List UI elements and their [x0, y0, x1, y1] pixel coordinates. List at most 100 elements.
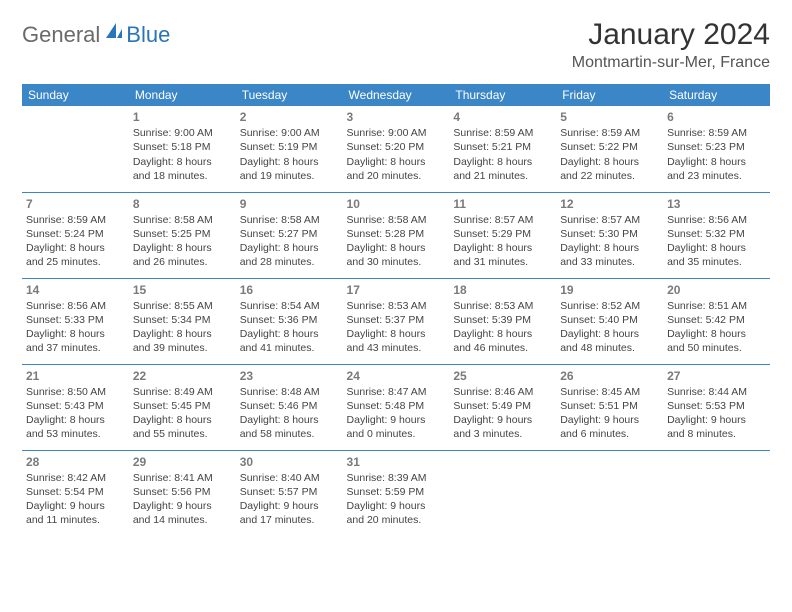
cell-text: Sunrise: 8:58 AM	[240, 213, 339, 227]
day-number: 15	[133, 282, 232, 298]
cell-text: Sunset: 5:23 PM	[667, 140, 766, 154]
cell-text: Sunset: 5:39 PM	[453, 313, 552, 327]
cell-text: Daylight: 8 hours	[560, 155, 659, 169]
cell-text: Sunrise: 9:00 AM	[240, 126, 339, 140]
day-number: 10	[347, 196, 446, 212]
calendar-body: 1 Sunrise: 9:00 AM Sunset: 5:18 PM Daylight…	[22, 106, 770, 536]
calendar-cell: 30Sunrise: 8:40 AMSunset: 5:57 PMDayligh…	[236, 450, 343, 536]
day-number: 13	[667, 196, 766, 212]
calendar-cell: 26Sunrise: 8:45 AMSunset: 5:51 PMDayligh…	[556, 364, 663, 450]
calendar-cell: 14Sunrise: 8:56 AMSunset: 5:33 PMDayligh…	[22, 278, 129, 364]
day-number: 12	[560, 196, 659, 212]
calendar-week-row: 28Sunrise: 8:42 AMSunset: 5:54 PMDayligh…	[22, 450, 770, 536]
cell-text: Sunrise: 8:47 AM	[347, 385, 446, 399]
page-title: January 2024	[572, 18, 770, 52]
cell-text: Sunset: 5:56 PM	[133, 485, 232, 499]
cell-text: Daylight: 9 hours	[667, 413, 766, 427]
day-number: 26	[560, 368, 659, 384]
cell-text: Daylight: 8 hours	[133, 413, 232, 427]
calendar-cell: 22Sunrise: 8:49 AMSunset: 5:45 PMDayligh…	[129, 364, 236, 450]
calendar-cell: 23Sunrise: 8:48 AMSunset: 5:46 PMDayligh…	[236, 364, 343, 450]
cell-text: and 3 minutes.	[453, 427, 552, 441]
cell-text: and 23 minutes.	[667, 169, 766, 183]
cell-text: Sunrise: 8:48 AM	[240, 385, 339, 399]
calendar-cell: 29Sunrise: 8:41 AMSunset: 5:56 PMDayligh…	[129, 450, 236, 536]
cell-text: Sunrise: 8:56 AM	[667, 213, 766, 227]
cell-text: Daylight: 8 hours	[26, 327, 125, 341]
calendar-cell: 24Sunrise: 8:47 AMSunset: 5:48 PMDayligh…	[343, 364, 450, 450]
cell-text: Sunset: 5:34 PM	[133, 313, 232, 327]
day-header: Tuesday	[236, 84, 343, 106]
day-header: Thursday	[449, 84, 556, 106]
cell-text: Sunrise: 8:57 AM	[453, 213, 552, 227]
cell-text: and 41 minutes.	[240, 341, 339, 355]
cell-text: Daylight: 8 hours	[133, 241, 232, 255]
cell-text: Sunset: 5:32 PM	[667, 227, 766, 241]
cell-text: and 39 minutes.	[133, 341, 232, 355]
cell-text: Sunset: 5:36 PM	[240, 313, 339, 327]
day-number: 8	[133, 196, 232, 212]
calendar-week-row: 14Sunrise: 8:56 AMSunset: 5:33 PMDayligh…	[22, 278, 770, 364]
cell-text: Sunset: 5:25 PM	[133, 227, 232, 241]
cell-text: Sunrise: 8:39 AM	[347, 471, 446, 485]
calendar-cell: 17Sunrise: 8:53 AMSunset: 5:37 PMDayligh…	[343, 278, 450, 364]
logo-text-blue: Blue	[126, 22, 170, 48]
cell-text: and 53 minutes.	[26, 427, 125, 441]
cell-text: Sunrise: 8:41 AM	[133, 471, 232, 485]
day-header: Friday	[556, 84, 663, 106]
cell-text: and 58 minutes.	[240, 427, 339, 441]
calendar-cell: 18Sunrise: 8:53 AMSunset: 5:39 PMDayligh…	[449, 278, 556, 364]
cell-text: Daylight: 8 hours	[453, 155, 552, 169]
cell-text: Sunset: 5:45 PM	[133, 399, 232, 413]
cell-text: Sunrise: 9:00 AM	[347, 126, 446, 140]
cell-text: and 17 minutes.	[240, 513, 339, 527]
day-number: 30	[240, 454, 339, 470]
cell-text: and 0 minutes.	[347, 427, 446, 441]
cell-text: Sunset: 5:33 PM	[26, 313, 125, 327]
day-number: 17	[347, 282, 446, 298]
cell-text: Daylight: 8 hours	[26, 241, 125, 255]
cell-text: Sunset: 5:29 PM	[453, 227, 552, 241]
cell-text: Sunrise: 8:58 AM	[133, 213, 232, 227]
cell-text: and 14 minutes.	[133, 513, 232, 527]
calendar-cell: 13Sunrise: 8:56 AMSunset: 5:32 PMDayligh…	[663, 192, 770, 278]
cell-text: Daylight: 8 hours	[240, 327, 339, 341]
cell-text: Daylight: 8 hours	[453, 241, 552, 255]
calendar-cell: 7Sunrise: 8:59 AMSunset: 5:24 PMDaylight…	[22, 192, 129, 278]
cell-text: Sunset: 5:49 PM	[453, 399, 552, 413]
day-number: 31	[347, 454, 446, 470]
cell-text: Sunrise: 8:57 AM	[560, 213, 659, 227]
cell-text: and 11 minutes.	[26, 513, 125, 527]
cell-text: Sunset: 5:20 PM	[347, 140, 446, 154]
calendar-cell: 2Sunrise: 9:00 AMSunset: 5:19 PMDaylight…	[236, 106, 343, 192]
cell-text: Sunset: 5:53 PM	[667, 399, 766, 413]
calendar-header-row: SundayMondayTuesdayWednesdayThursdayFrid…	[22, 84, 770, 106]
cell-text: Sunrise: 8:40 AM	[240, 471, 339, 485]
calendar-cell: 19Sunrise: 8:52 AMSunset: 5:40 PMDayligh…	[556, 278, 663, 364]
cell-text: Sunset: 5:22 PM	[560, 140, 659, 154]
logo-text-general: General	[22, 22, 100, 48]
cell-text: Daylight: 9 hours	[453, 413, 552, 427]
calendar-cell: 20Sunrise: 8:51 AMSunset: 5:42 PMDayligh…	[663, 278, 770, 364]
day-number: 1	[133, 109, 232, 125]
location-label: Montmartin-sur-Mer, France	[572, 54, 770, 72]
cell-text: and 31 minutes.	[453, 255, 552, 269]
calendar-cell: 11Sunrise: 8:57 AMSunset: 5:29 PMDayligh…	[449, 192, 556, 278]
calendar-cell: 28Sunrise: 8:42 AMSunset: 5:54 PMDayligh…	[22, 450, 129, 536]
calendar-cell: 21Sunrise: 8:50 AMSunset: 5:43 PMDayligh…	[22, 364, 129, 450]
day-number: 29	[133, 454, 232, 470]
cell-text: Sunrise: 8:56 AM	[26, 299, 125, 313]
cell-text: and 28 minutes.	[240, 255, 339, 269]
cell-text: Sunset: 5:21 PM	[453, 140, 552, 154]
logo: General Blue	[22, 22, 170, 48]
cell-text: Sunset: 5:59 PM	[347, 485, 446, 499]
calendar-cell: 5Sunrise: 8:59 AMSunset: 5:22 PMDaylight…	[556, 106, 663, 192]
cell-text: Sunset: 5:18 PM	[133, 140, 232, 154]
cell-text: and 33 minutes.	[560, 255, 659, 269]
day-number: 19	[560, 282, 659, 298]
day-number: 23	[240, 368, 339, 384]
day-header: Wednesday	[343, 84, 450, 106]
cell-text: and 37 minutes.	[26, 341, 125, 355]
cell-text: and 18 minutes.	[133, 169, 232, 183]
calendar-cell: 1Sunrise: 9:00 AMSunset: 5:18 PMDaylight…	[129, 106, 236, 192]
